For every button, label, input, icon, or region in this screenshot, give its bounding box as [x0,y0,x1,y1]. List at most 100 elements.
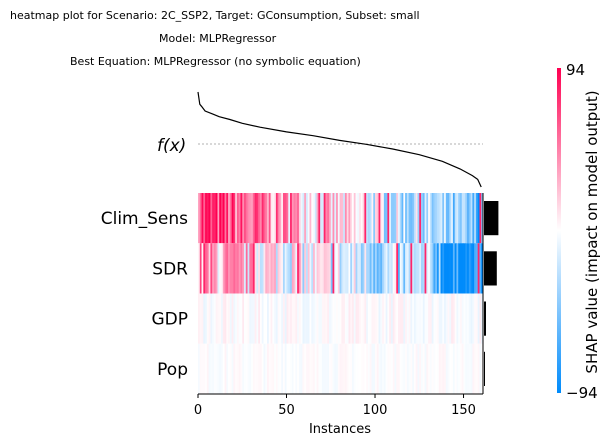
heatmap-cell [474,243,477,294]
heatmap-cell [334,343,337,394]
heatmap-cell [413,193,417,244]
heatmap-cell [445,343,448,394]
heatmap-cell [311,193,314,244]
heatmap-cell [203,193,206,244]
heatmap-cell [465,243,468,294]
heatmap-cell [445,293,448,344]
heatmap-cell [371,343,374,394]
heatmap-cell [419,293,422,344]
heatmap-cell [467,343,470,394]
heatmap-cell [389,343,392,394]
heatmap-cell [203,293,206,344]
heatmap-cell [286,193,289,244]
heatmap-cell [344,243,348,294]
heatmap-cell [229,293,233,344]
heatmap-cell [201,343,204,394]
heatmap-cell [440,293,443,344]
heatmap-cell [382,343,385,394]
heatmap-cell [470,243,473,294]
heatmap-cell [286,343,289,394]
heatmap-cell [378,293,381,344]
heatmap-cell [261,293,264,344]
heatmap-cell [362,243,365,294]
heatmap-cell [224,243,227,294]
heatmap-cell [412,243,415,294]
heatmap-cell [389,193,392,244]
heatmap-cell [360,193,364,244]
heatmap-cell [263,343,266,394]
heatmap-cell [419,193,422,244]
heatmap-cell [208,243,211,294]
colorbar [557,68,561,393]
heatmap-cell [205,343,208,394]
heatmap-cell [288,293,291,344]
heatmap-cell [272,243,275,294]
heatmap-cell [415,293,418,344]
heatmap-cell [256,193,259,244]
heatmap-cell [454,193,457,244]
heatmap-cell [281,243,284,294]
heatmap-cell [392,243,395,294]
heatmap-cell [352,293,355,344]
heatmap-cell [452,293,456,344]
heatmap-cell [302,343,305,394]
heatmap-cell [263,193,266,244]
heatmap-cell [321,293,325,344]
heatmap-cell [410,343,413,394]
heatmap-cell [198,193,201,244]
heatmap-cell [477,293,480,344]
heatmap-cell [228,193,231,244]
heatmap-cell [369,293,372,344]
heatmap-cell [297,193,300,244]
heatmap-cell [359,293,362,344]
heatmap-cell [382,243,385,294]
heatmap-cell [300,243,303,294]
heatmap-cell [208,193,211,244]
heatmap-cell [288,193,291,244]
heatmap-cell [252,293,256,344]
heatmap-cell [212,293,215,344]
heatmap-cell [238,193,241,244]
heatmap-cell [433,293,436,344]
heatmap-cell [267,243,270,294]
heatmap-cell [429,343,433,394]
heatmap-cell [350,243,353,294]
heatmap-cell [431,243,434,294]
heatmap-cell [364,293,367,344]
heatmap-cell [444,343,447,394]
heatmap-cell [268,293,271,344]
heatmap-cell [206,193,210,244]
heatmap-cell [440,343,443,394]
heatmap-cell [461,343,464,394]
x-tick-label: 50 [278,403,295,418]
heatmap-cell [408,243,411,294]
heatmap-cell [199,293,202,344]
heatmap-cell [291,243,294,294]
heatmap-cell [215,193,218,244]
heatmap-cell [454,343,457,394]
x-tick-label: 100 [363,403,388,418]
heatmap-cell [436,243,440,294]
feature-label-clim-sens: Clim_Sens [101,209,188,229]
heatmap-cell [390,193,394,244]
heatmap-cell [459,343,463,394]
heatmap-cell [380,343,383,394]
heatmap-cell [394,343,397,394]
heatmap-cell [330,193,333,244]
heatmap-cell [258,293,261,344]
heatmap-cell [383,243,387,294]
heatmap-cell [438,243,441,294]
heatmap-cell [375,293,378,344]
heatmap-cell [229,243,233,294]
heatmap-cell [231,193,234,244]
heatmap-cell [290,243,293,294]
heatmap-cell [373,343,376,394]
heatmap-cell [327,293,330,344]
heatmap-cell [215,343,218,394]
heatmap-cell [327,243,330,294]
heatmap-cell [475,293,479,344]
heatmap-cell [325,193,328,244]
heatmap-cell [459,293,463,344]
heatmap-cell [268,193,271,244]
